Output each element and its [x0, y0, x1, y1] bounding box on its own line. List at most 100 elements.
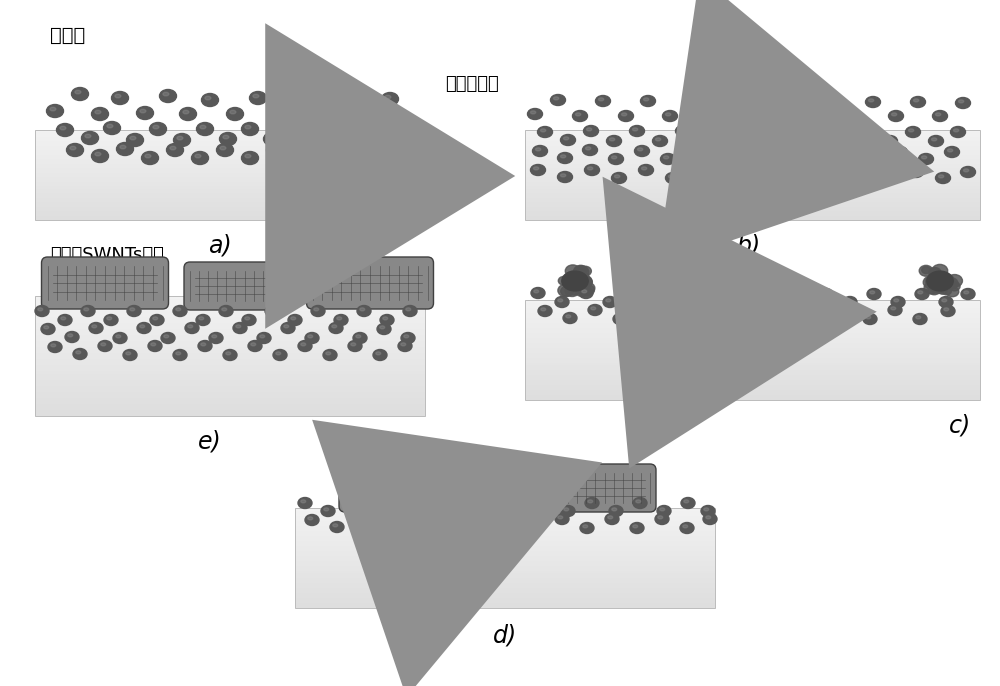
Ellipse shape [561, 506, 575, 517]
Ellipse shape [253, 94, 259, 98]
Ellipse shape [373, 349, 387, 361]
Ellipse shape [563, 278, 574, 286]
Ellipse shape [750, 299, 755, 302]
Bar [525, 202, 980, 204]
Bar [525, 380, 980, 383]
Ellipse shape [560, 155, 566, 158]
Ellipse shape [688, 99, 694, 102]
Ellipse shape [478, 479, 493, 491]
Ellipse shape [290, 126, 296, 129]
Ellipse shape [702, 138, 707, 141]
Bar [525, 340, 980, 342]
Ellipse shape [284, 325, 289, 328]
Bar [35, 317, 425, 320]
Ellipse shape [860, 126, 874, 137]
Bar [525, 353, 980, 355]
Ellipse shape [656, 138, 661, 141]
Bar [35, 196, 420, 198]
Ellipse shape [638, 305, 652, 316]
Ellipse shape [153, 126, 159, 129]
Ellipse shape [928, 136, 944, 147]
Bar [525, 171, 980, 173]
Bar [35, 173, 420, 175]
Bar [35, 184, 420, 187]
Ellipse shape [635, 145, 650, 156]
Bar [295, 565, 715, 568]
Ellipse shape [291, 317, 296, 320]
Bar [525, 145, 980, 148]
Ellipse shape [882, 172, 896, 183]
Ellipse shape [798, 299, 803, 302]
Bar [525, 315, 980, 318]
Ellipse shape [281, 322, 295, 333]
Ellipse shape [173, 349, 187, 361]
Bar [35, 175, 420, 177]
Ellipse shape [355, 514, 369, 525]
Bar [525, 139, 980, 141]
Bar [525, 177, 980, 180]
Ellipse shape [65, 331, 79, 342]
Ellipse shape [564, 508, 569, 511]
Ellipse shape [581, 273, 589, 280]
Ellipse shape [479, 485, 493, 497]
Ellipse shape [571, 283, 582, 292]
Bar [525, 375, 980, 377]
Ellipse shape [798, 110, 814, 121]
Ellipse shape [964, 169, 969, 172]
Bar [35, 161, 420, 164]
Bar [525, 385, 980, 388]
Bar [295, 545, 715, 548]
Bar [525, 318, 980, 320]
Bar [35, 377, 425, 380]
Bar [295, 525, 715, 528]
Ellipse shape [44, 326, 49, 329]
Ellipse shape [616, 316, 621, 319]
Ellipse shape [101, 343, 106, 346]
Bar [525, 204, 980, 206]
Ellipse shape [753, 110, 768, 121]
Bar [35, 362, 425, 365]
Ellipse shape [937, 281, 947, 289]
Ellipse shape [723, 289, 737, 300]
Ellipse shape [768, 156, 773, 159]
Ellipse shape [417, 506, 431, 517]
Bar [35, 189, 420, 191]
Bar [525, 206, 980, 209]
Ellipse shape [633, 525, 638, 528]
Bar [35, 299, 425, 302]
Ellipse shape [220, 146, 226, 150]
Ellipse shape [699, 296, 713, 307]
Ellipse shape [41, 324, 55, 335]
Ellipse shape [329, 322, 343, 333]
Ellipse shape [196, 123, 214, 136]
Bar [35, 137, 420, 139]
Ellipse shape [558, 516, 563, 519]
Ellipse shape [558, 276, 569, 285]
Bar [525, 342, 980, 345]
Ellipse shape [534, 167, 539, 170]
Ellipse shape [369, 506, 383, 517]
FancyBboxPatch shape [306, 257, 434, 309]
Ellipse shape [756, 113, 761, 116]
Ellipse shape [956, 97, 970, 108]
FancyBboxPatch shape [42, 257, 168, 309]
Ellipse shape [841, 307, 846, 310]
Ellipse shape [250, 91, 266, 104]
Ellipse shape [610, 138, 615, 141]
Bar [295, 543, 715, 545]
Ellipse shape [934, 276, 945, 285]
Bar [525, 130, 980, 132]
Ellipse shape [550, 95, 566, 106]
Ellipse shape [495, 481, 508, 490]
Ellipse shape [222, 308, 227, 311]
Ellipse shape [720, 172, 734, 183]
Bar [295, 550, 715, 553]
Ellipse shape [92, 150, 108, 163]
Bar [525, 310, 980, 313]
Ellipse shape [376, 123, 394, 137]
Bar [35, 157, 420, 159]
Ellipse shape [583, 279, 592, 285]
Ellipse shape [660, 154, 676, 165]
Ellipse shape [703, 514, 717, 525]
Ellipse shape [574, 265, 587, 276]
